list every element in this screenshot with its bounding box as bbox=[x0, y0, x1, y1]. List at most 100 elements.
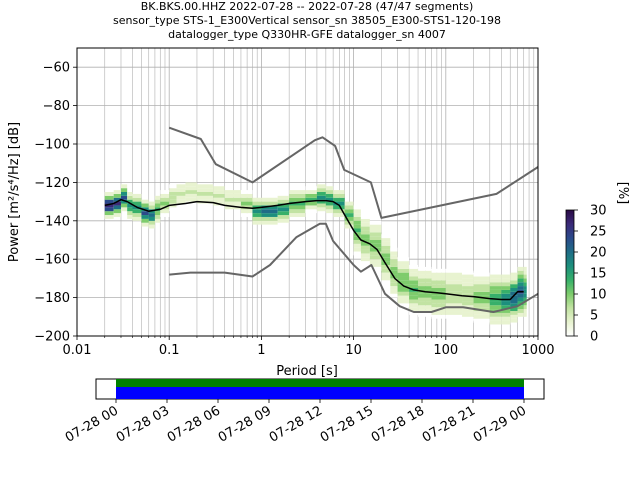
psd-cloud-cell bbox=[369, 228, 382, 233]
psd-cloud-cell bbox=[473, 299, 490, 304]
x-tick-label: 0.1 bbox=[159, 343, 180, 358]
psd-cloud-cell bbox=[381, 272, 391, 277]
psd-cloud-cell bbox=[325, 201, 334, 206]
psd-cloud-cell bbox=[360, 226, 370, 231]
psd-cloud-cell bbox=[353, 205, 361, 210]
psd-cloud-cell bbox=[261, 209, 278, 214]
psd-cloud-cell bbox=[510, 291, 518, 296]
psd-cloud-cell bbox=[489, 278, 502, 283]
psd-cloud-cell bbox=[409, 280, 419, 285]
psd-cloud-cell bbox=[185, 186, 197, 191]
psd-cloud-cell bbox=[360, 241, 370, 246]
psd-cloud-cell bbox=[418, 286, 432, 290]
psd-cloud-cell bbox=[501, 305, 511, 310]
psd-cloud-cell bbox=[517, 266, 524, 271]
psd-cloud-cell bbox=[353, 247, 361, 252]
psd-cloud-cell bbox=[127, 203, 133, 208]
psd-cloud-cell bbox=[523, 286, 527, 290]
psd-cloud-cell bbox=[160, 201, 170, 206]
psd-cloud-cell bbox=[176, 184, 186, 189]
psd-cloud-cell bbox=[418, 297, 432, 302]
psd-cloud-cell bbox=[473, 272, 490, 277]
psd-cloud-cell bbox=[333, 190, 345, 194]
psd-cloud-cell bbox=[353, 224, 361, 229]
psd-cloud-cell bbox=[473, 303, 490, 308]
psd-cloud-cell bbox=[445, 284, 463, 288]
psd-cloud-cell bbox=[360, 249, 370, 254]
psd-cloud-cell bbox=[390, 266, 398, 271]
y-tick-label: −180 bbox=[34, 291, 70, 306]
x-tick-label: 10 bbox=[345, 343, 362, 358]
psd-cloud-cell bbox=[409, 272, 419, 277]
psd-cloud-cell bbox=[261, 201, 278, 206]
psd-cloud-cell bbox=[104, 203, 114, 208]
nlnm-line bbox=[169, 222, 539, 313]
psd-cloud-cell bbox=[289, 201, 306, 206]
psd-cloud-cell bbox=[333, 197, 345, 202]
psd-cloud-cell bbox=[381, 234, 391, 239]
psd-cloud-cell bbox=[360, 257, 370, 262]
psd-cloud-cell bbox=[489, 320, 502, 325]
psd-cloud-cell bbox=[418, 312, 432, 317]
psd-cloud-cell bbox=[390, 289, 398, 294]
psd-cloud-cell bbox=[369, 224, 382, 229]
psd-cloud-cell bbox=[240, 209, 253, 214]
psd-cloud-cell bbox=[127, 215, 133, 219]
psd-cloud-cell bbox=[369, 247, 382, 252]
psd-cloud-cell bbox=[445, 280, 463, 285]
psd-cloud-cell bbox=[489, 289, 502, 294]
psd-cloud-cell bbox=[462, 309, 474, 313]
psd-cloud-cell bbox=[418, 282, 432, 287]
psd-cloud-cell bbox=[353, 228, 361, 233]
psd-cloud-cell bbox=[160, 197, 170, 202]
psd-cloud-cell bbox=[154, 203, 161, 208]
psd-cloud-cell bbox=[523, 301, 527, 306]
psd-cloud-cell bbox=[240, 197, 253, 202]
psd-cloud-cell bbox=[397, 276, 410, 281]
psd-cloud-cell bbox=[489, 301, 502, 306]
psd-cloud-cell bbox=[252, 197, 262, 202]
psd-cloud-cell bbox=[252, 201, 262, 206]
psd-cloud-cell bbox=[252, 220, 262, 225]
y-tick-label: −80 bbox=[43, 99, 70, 114]
psd-cloud-cell bbox=[148, 205, 155, 210]
psd-cloud-cell bbox=[381, 280, 391, 285]
psd-cloud-cell bbox=[196, 184, 214, 189]
psd-cloud-cell bbox=[390, 247, 398, 252]
psd-cloud-cell bbox=[523, 270, 527, 275]
psd-cloud-cell bbox=[501, 316, 511, 321]
psd-cloud-cell bbox=[132, 197, 142, 202]
psd-cloud-cell bbox=[169, 195, 177, 200]
psd-cloud-cell bbox=[431, 276, 446, 281]
psd-cloud-cell bbox=[462, 289, 474, 294]
psd-cloud-cell bbox=[517, 293, 524, 298]
psd-cloud-cell bbox=[196, 188, 214, 192]
psd-cloud-cell bbox=[113, 213, 121, 217]
psd-cloud-cell bbox=[333, 201, 345, 206]
psd-cloud-cell bbox=[397, 261, 410, 265]
psd-cloud-cell bbox=[390, 251, 398, 256]
timeline-coverage-green bbox=[116, 379, 524, 387]
psd-cloud-cell bbox=[277, 218, 290, 223]
psd-cloud-cell bbox=[369, 251, 382, 256]
psd-cloud-cell bbox=[316, 195, 326, 200]
psd-cloud-cell bbox=[462, 312, 474, 317]
psd-cloud-cell bbox=[360, 234, 370, 239]
psd-cloud-cell bbox=[445, 311, 463, 315]
psd-cloud-cell bbox=[510, 307, 518, 312]
psd-cloud-cell bbox=[523, 289, 527, 294]
psd-cloud-cell bbox=[277, 211, 290, 216]
psd-cloud-cell bbox=[353, 243, 361, 248]
psd-cloud-cell bbox=[462, 286, 474, 290]
psd-cloud-cell bbox=[445, 307, 463, 312]
psd-cloud-cell bbox=[185, 190, 197, 194]
psd-cloud-cell bbox=[369, 236, 382, 240]
psd-cloud-cell bbox=[120, 184, 128, 189]
psd-cloud-cell bbox=[333, 209, 345, 214]
psd-cloud-cell bbox=[445, 303, 463, 308]
psd-cloud-cell bbox=[141, 203, 149, 208]
psd-cloud-cell bbox=[240, 190, 253, 194]
psd-cloud-cell bbox=[353, 251, 361, 256]
psd-cloud-cell bbox=[224, 197, 241, 202]
psd-cloud-cell bbox=[369, 259, 382, 264]
